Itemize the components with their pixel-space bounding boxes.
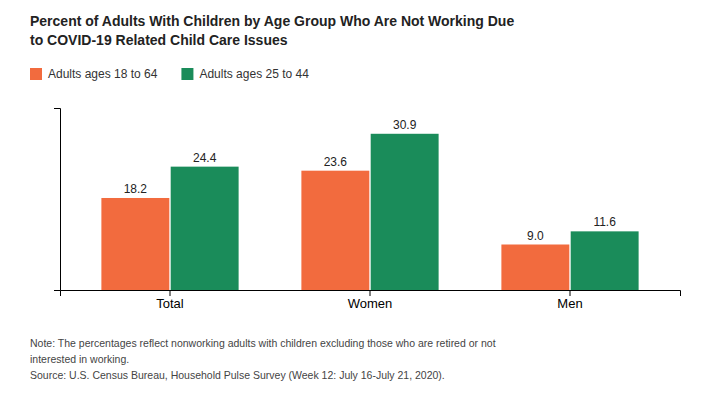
plot: 18.2 23.6 9.0 24.4 30.9 11.6 Total Women Men xyxy=(54,109,681,312)
x-tick-mark xyxy=(370,290,371,296)
x-tick-mark xyxy=(570,290,571,296)
bar xyxy=(571,231,639,290)
chart: Percent of Adults With Children by Age G… xyxy=(0,0,720,405)
legend-label: Adults ages 25 to 44 xyxy=(199,67,309,81)
bar xyxy=(501,245,569,291)
data-label: 9.0 xyxy=(527,229,544,243)
notes: Note: The percentages reflect nonworking… xyxy=(30,337,496,381)
x-tick: Women xyxy=(348,290,393,311)
note: Note: The percentages reflect nonworking… xyxy=(30,337,496,349)
data-label: 24.4 xyxy=(193,151,217,165)
data-label: 11.6 xyxy=(593,215,616,229)
x-axis: Total Women Men xyxy=(61,290,681,311)
bar xyxy=(301,171,369,290)
x-tick-label: Women xyxy=(348,296,393,311)
bar xyxy=(101,198,169,290)
title: Percent of Adults With Children by Age G… xyxy=(30,13,514,48)
x-tick-label: Men xyxy=(557,296,582,311)
legend-item: Adults ages 18 to 64 xyxy=(30,67,158,81)
legend-swatch xyxy=(181,68,193,80)
y-axis-line xyxy=(54,109,61,291)
legend-item: Adults ages 25 to 44 xyxy=(181,67,309,81)
x-axis-line xyxy=(61,291,681,297)
data-label: 18.2 xyxy=(124,182,148,196)
data-labels: 18.2 23.6 9.0 24.4 30.9 11.6 xyxy=(124,118,617,243)
y-axis xyxy=(54,109,61,291)
note: interested in working. xyxy=(30,353,129,365)
x-tick-label: Total xyxy=(156,296,184,311)
x-tick: Total xyxy=(156,290,184,311)
note: Source: U.S. Census Bureau, Household Pu… xyxy=(30,369,445,381)
x-tick: Men xyxy=(557,290,582,311)
bars xyxy=(101,134,638,290)
bar xyxy=(171,167,239,290)
x-tick-mark xyxy=(170,290,171,296)
legend: Adults ages 18 to 64 Adults ages 25 to 44 xyxy=(30,67,309,81)
data-label: 30.9 xyxy=(393,118,417,132)
legend-label: Adults ages 18 to 64 xyxy=(48,67,158,81)
data-label: 23.6 xyxy=(324,155,348,169)
bar xyxy=(371,134,439,290)
legend-swatch xyxy=(30,68,42,80)
